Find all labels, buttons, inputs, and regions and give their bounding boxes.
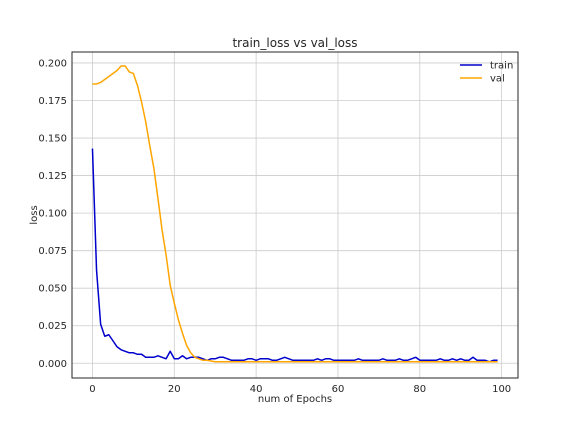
x-tick-label: 0 — [89, 384, 95, 395]
series-line-val — [92, 65, 498, 363]
x-tick-label: 20 — [168, 384, 181, 395]
plot-frame — [71, 51, 519, 379]
x-tick-label: 80 — [413, 384, 426, 395]
y-tick-label: 0.100 — [38, 209, 67, 220]
y-tick-label: 0.175 — [38, 96, 67, 107]
y-tick-label: 0.000 — [38, 359, 67, 370]
y-tick-label: 0.025 — [38, 321, 67, 332]
x-tick-label: 40 — [250, 384, 263, 395]
y-tick-label: 0.200 — [38, 58, 67, 69]
tick-label-layer: 0 20 40 60 80 100 0.000 0.025 0.050 0.075 0.100 0.1… — [38, 58, 511, 395]
legend-label-train: train — [490, 61, 513, 72]
legend: train val — [460, 61, 513, 85]
y-tick-label: 0.050 — [38, 284, 67, 295]
series-line-train — [91, 148, 498, 363]
x-axis-title: num of Epochs — [258, 394, 332, 405]
legend-label-val: val — [490, 74, 505, 85]
y-tick-label: 0.075 — [38, 246, 67, 257]
x-tick-label: 100 — [492, 384, 511, 395]
y-tick-label: 0.150 — [38, 134, 67, 145]
y-axis-title: loss — [29, 205, 40, 224]
chart-title: train_loss vs val_loss — [232, 36, 357, 50]
x-tick-label: 60 — [332, 384, 345, 395]
series-layer — [91, 65, 498, 363]
y-tick-label: 0.125 — [38, 171, 67, 182]
grid-layer — [72, 52, 518, 378]
